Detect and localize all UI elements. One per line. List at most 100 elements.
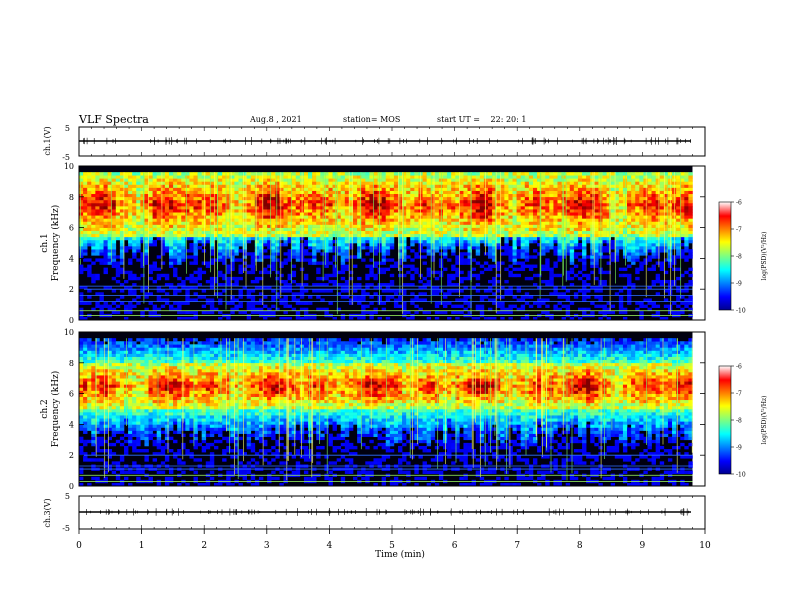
- spectrogram-cell: [128, 202, 133, 207]
- spectrogram-cell: [532, 172, 538, 176]
- spectrogram-cell: [606, 212, 611, 216]
- spectrogram-cell: [295, 224, 301, 228]
- spectrogram-cell: [357, 295, 362, 299]
- spectrogram-cell: [152, 243, 158, 247]
- spectrogram-cell: [205, 184, 211, 188]
- spectrogram-cell: [627, 230, 632, 235]
- spectrogram-cell: [287, 273, 292, 278]
- spectrogram-cell: [201, 233, 207, 238]
- spectrogram-cell: [287, 181, 292, 185]
- spectrogram-cell: [598, 304, 603, 308]
- spectrogram-cell: [635, 255, 640, 259]
- spectrogram-cell: [573, 255, 579, 259]
- spectrogram-cell: [594, 261, 599, 265]
- spectrogram-cell: [422, 239, 427, 244]
- spectrogram-cell: [324, 202, 329, 207]
- spectrogram-cell: [569, 224, 575, 228]
- spectrogram-cell: [414, 310, 419, 315]
- spectrogram-cell: [492, 172, 497, 176]
- spectrogram-cell: [451, 193, 456, 198]
- spectrogram-cell: [369, 193, 374, 198]
- spectrogram-cell: [385, 233, 391, 238]
- spectrogram-cell: [577, 218, 583, 222]
- spectrogram-cell: [520, 243, 526, 247]
- spectrogram-cell: [508, 221, 513, 225]
- spectrogram-cell: [361, 190, 366, 195]
- spectrogram-cell: [168, 233, 174, 238]
- spectrogram-cell: [144, 209, 149, 213]
- spectrogram-cell: [614, 193, 620, 198]
- spectrogram-cell: [557, 243, 562, 247]
- spectrogram-cell: [320, 196, 325, 201]
- spectrogram-cell: [324, 221, 329, 225]
- spectrogram-cell: [434, 286, 440, 290]
- spectrogram-cell: [565, 243, 571, 247]
- spectrogram-cell: [132, 273, 137, 278]
- spectrogram-cell: [348, 301, 354, 305]
- spectrogram-cell: [213, 209, 219, 213]
- spectrogram-cell: [586, 172, 591, 176]
- spectrogram-cell: [246, 316, 252, 320]
- spectrogram-cell: [303, 212, 309, 216]
- spectrogram-cell: [475, 196, 481, 201]
- spectrogram-cell: [549, 209, 554, 213]
- spectrogram-cell: [598, 295, 603, 299]
- spectrogram-cell: [320, 209, 325, 213]
- spectrogram-cell: [238, 267, 243, 272]
- spectrogram-cell: [303, 307, 309, 312]
- spectrogram-cell: [389, 283, 395, 287]
- spectrogram-cell: [553, 224, 558, 228]
- spectrogram-cell: [532, 206, 538, 210]
- spectrogram-cell: [549, 270, 554, 275]
- spectrogram-cell: [508, 230, 513, 235]
- spectrogram-cell: [140, 193, 145, 198]
- spectrogram-cell: [234, 184, 239, 188]
- spectrogram-cell: [565, 187, 571, 191]
- spectrogram-cell: [99, 233, 104, 238]
- spectrogram-cell: [365, 202, 370, 207]
- spectrogram-cell: [627, 246, 632, 250]
- spectrogram-cell: [520, 199, 526, 204]
- spectrogram-cell: [107, 181, 113, 185]
- spectrogram-cell: [402, 301, 407, 305]
- spectrogram-cell: [144, 255, 149, 259]
- spectrogram-cell: [160, 230, 166, 235]
- spectrogram-cell: [189, 209, 194, 213]
- spectrogram-cell: [606, 193, 611, 198]
- spectrogram-cell: [316, 261, 321, 265]
- spectrogram-cell: [316, 276, 321, 281]
- spectrogram-cell: [516, 199, 522, 204]
- spectrogram-cell: [119, 209, 125, 213]
- spectrogram-cell: [250, 224, 256, 228]
- spectrogram-cell: [467, 202, 472, 207]
- spectrogram-cell: [541, 206, 546, 210]
- spectrogram-cell: [132, 172, 137, 176]
- spectrogram-cell: [148, 218, 153, 222]
- spectrogram-cell: [254, 199, 260, 204]
- spectrogram-cell: [492, 298, 497, 302]
- spectrogram-cell: [197, 196, 202, 201]
- spectrogram-cell: [463, 184, 468, 188]
- spectrogram-cell: [128, 301, 133, 305]
- spectrogram-cell: [111, 243, 117, 247]
- spectrogram-cell: [181, 212, 186, 216]
- spectrogram-cell: [365, 292, 370, 296]
- spectrogram-cell: [144, 196, 149, 201]
- spectrogram-cell: [577, 209, 583, 213]
- spectrogram-cell: [627, 227, 632, 231]
- spectrogram-cell: [275, 252, 280, 256]
- spectrogram-cell: [414, 255, 419, 259]
- spectrogram-cell: [132, 236, 137, 241]
- spectrogram-cell: [344, 172, 350, 176]
- spectrogram-cell: [164, 276, 170, 281]
- spectrogram-cell: [238, 172, 243, 176]
- spectrogram-cell: [312, 202, 317, 207]
- spectrogram-cell: [279, 224, 284, 228]
- spectrogram-cell: [361, 295, 366, 299]
- spectrogram-cell: [271, 209, 276, 213]
- spectrogram-cell: [107, 175, 113, 179]
- spectrogram-cell: [107, 255, 113, 259]
- spectrogram-cell: [222, 199, 227, 204]
- spectrogram-cell: [132, 184, 137, 188]
- spectrogram-cell: [291, 239, 297, 244]
